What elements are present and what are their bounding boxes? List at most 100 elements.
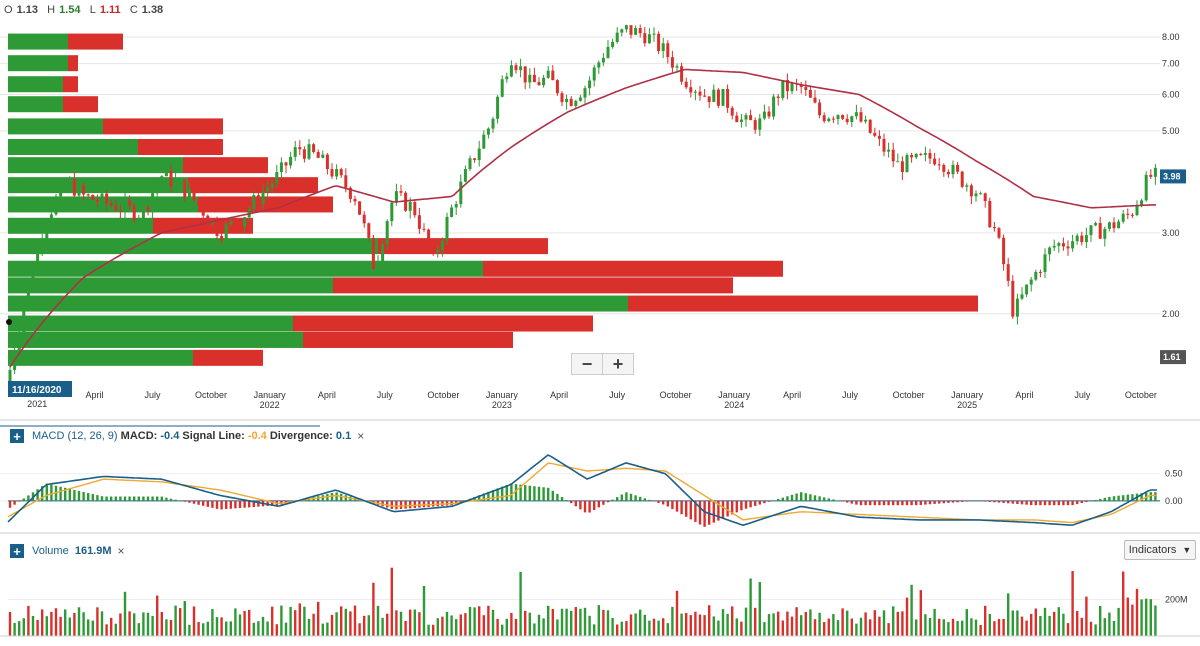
macd-histogram-bar <box>588 500 591 513</box>
candle-body <box>1075 235 1079 242</box>
volume-bar <box>326 622 329 636</box>
macd-histogram-bar <box>551 490 554 501</box>
volume-bar <box>611 617 614 636</box>
volume-bar <box>933 608 936 636</box>
volume-bar <box>174 605 177 636</box>
macd-histogram-bar <box>1039 500 1042 506</box>
candle-body <box>790 83 794 92</box>
volume-bar <box>427 624 430 636</box>
x-tick-label: July <box>144 390 161 400</box>
macd-histogram-bar <box>151 496 154 501</box>
candle-body <box>799 84 803 88</box>
macd-histogram-bar <box>629 493 633 501</box>
volume-bar <box>372 582 375 636</box>
macd-add-icon[interactable]: + <box>10 429 24 443</box>
volume-bar <box>528 612 531 636</box>
indicators-label: Indicators <box>1128 544 1177 556</box>
zoom-in-button[interactable]: + <box>602 354 633 374</box>
macd-histogram-bar <box>418 500 421 508</box>
candle-body <box>279 162 283 173</box>
candle-body <box>1098 223 1102 239</box>
candle-body <box>523 66 527 83</box>
candle-body <box>1126 213 1130 215</box>
volume-bar <box>721 609 725 636</box>
volume-bar <box>643 614 646 636</box>
volume-bar <box>675 590 679 636</box>
candle-body <box>882 138 886 152</box>
macd-histogram-bar <box>234 500 237 509</box>
volume-close-icon[interactable]: × <box>117 544 125 558</box>
volume-add-icon[interactable]: + <box>10 544 24 558</box>
candle-body <box>1006 264 1010 281</box>
indicators-button[interactable]: Indicators ▼ <box>1124 540 1196 560</box>
volume-bar <box>767 614 771 636</box>
volume-bar <box>836 620 840 636</box>
macd-histogram-bar <box>238 500 242 509</box>
volume-bar <box>100 611 104 636</box>
macd-histogram-bar <box>767 500 771 502</box>
macd-histogram-bar <box>910 500 913 506</box>
macd-title[interactable]: MACD (12, 26, 9) <box>32 430 118 442</box>
candle-body <box>1140 200 1144 206</box>
volume-profile-down-bar <box>378 238 548 255</box>
macd-histogram-bar <box>763 500 766 504</box>
volume-bar <box>570 610 573 636</box>
macd-histogram-bar <box>611 499 614 501</box>
x-tick-label: January <box>718 390 751 400</box>
volume-bar <box>823 622 826 636</box>
macd-histogram-bar <box>390 500 393 509</box>
price-y-tick-label: 5.00 <box>1162 126 1180 136</box>
macd-histogram-bar <box>404 500 407 509</box>
volume-bar <box>243 611 246 636</box>
zoom-out-button[interactable]: − <box>581 353 593 374</box>
macd-close-icon[interactable]: × <box>357 429 365 443</box>
macd-histogram-bar <box>749 500 752 508</box>
macd-histogram-bar <box>119 496 122 501</box>
candle-body <box>118 210 122 212</box>
macd-histogram-bar <box>225 500 228 510</box>
candle-body <box>583 88 587 98</box>
macd-histogram-bar <box>859 500 863 506</box>
candle-body <box>698 91 702 96</box>
volume-bar <box>105 624 108 636</box>
volume-bar <box>1034 608 1037 636</box>
candle-body <box>335 169 339 177</box>
volume-bar <box>652 618 656 636</box>
volume-bar <box>942 619 945 636</box>
macd-histogram-bar <box>781 497 784 501</box>
macd-histogram-bar <box>744 500 748 509</box>
macd-histogram-bar <box>496 488 499 501</box>
candle-body <box>574 100 578 106</box>
close-value: 1.38 <box>141 4 164 16</box>
volume-bar <box>1108 612 1111 636</box>
macd-histogram-bar <box>804 493 807 501</box>
macd-histogram-bar <box>459 500 462 503</box>
volume-header: + Volume 161.9M × <box>10 544 125 558</box>
candle-body <box>450 207 454 217</box>
volume-bar <box>1076 611 1079 636</box>
volume-title[interactable]: Volume <box>32 545 69 557</box>
x-tick-label: October <box>660 390 692 400</box>
volume-bar <box>294 610 297 636</box>
macd-histogram-bar <box>832 499 835 501</box>
candle-body <box>348 187 352 199</box>
candle-body <box>284 162 288 166</box>
macd-histogram-bar <box>202 500 205 506</box>
volume-bar <box>620 621 623 636</box>
volume-bar <box>1117 607 1120 636</box>
volume-bar <box>781 620 784 636</box>
macd-histogram-bar <box>1112 496 1116 501</box>
candle-body <box>675 66 679 68</box>
macd-histogram-bar <box>41 486 44 501</box>
candle-body <box>155 184 159 194</box>
volume-bar <box>1140 599 1143 636</box>
volume-bar <box>321 623 324 636</box>
volume-bar <box>501 624 504 636</box>
volume-bar <box>694 611 697 636</box>
candle-body <box>845 118 849 123</box>
volume-bar <box>54 608 58 636</box>
macd-histogram-bar <box>1043 500 1047 506</box>
candle-body <box>422 228 426 230</box>
candle-body <box>1117 221 1121 229</box>
